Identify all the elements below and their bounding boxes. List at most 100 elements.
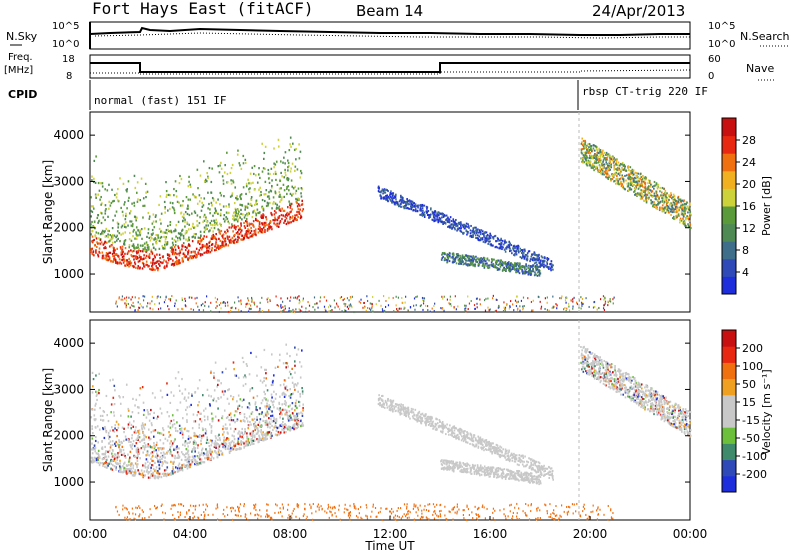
echo-cell [645,199,647,201]
echo-cell [630,176,632,178]
echo-cell [615,163,617,165]
echo-cell [194,252,196,254]
echo-cell [175,244,177,246]
echo-cell [415,296,416,298]
echo-cell [236,241,238,243]
echo-cell [268,413,270,415]
echo-cell [102,465,104,467]
echo-cell [273,374,275,376]
echo-cell [177,467,179,469]
echo-cell [104,466,106,468]
echo-cell [678,213,680,215]
echo-cell [294,186,296,188]
echo-cell [518,301,519,303]
echo-cell [270,418,272,420]
echo-cell [525,265,527,267]
echo-cell [160,452,162,454]
echo-cell [515,300,516,302]
echo-cell [148,212,150,214]
echo-cell [162,245,164,247]
echo-cell [392,195,394,197]
echo-cell [168,194,170,196]
echo-cell [136,192,138,194]
echo-cell [267,301,268,303]
echo-cell [293,386,295,388]
echo-cell [344,298,345,300]
echo-cell [476,261,478,263]
echo-cell [317,307,318,309]
echo-cell [320,296,321,298]
echo-cell [219,231,221,233]
echo-cell [223,183,225,185]
echo-cell [523,297,524,299]
echo-cell [206,221,208,223]
echo-cell [234,302,235,304]
echo-cell [261,143,263,145]
echo-cell [378,300,379,302]
echo-cell [214,212,216,214]
echo-cell [130,264,132,266]
echo-cell [268,177,270,179]
echo-cell [263,380,265,382]
echo-cell [241,229,243,231]
echo-cell [224,240,226,242]
echo-cell [397,310,398,312]
echo-cell [245,383,247,385]
echo-cell [309,305,310,307]
echo-cell [219,171,221,173]
echo-cell [527,252,529,254]
velocity-panel [90,320,692,521]
echo-cell [279,208,281,210]
echo-cell [232,218,234,220]
echo-cell [516,253,518,255]
echo-cell [634,172,636,174]
echo-cell [197,203,199,205]
echo-cell [156,442,158,444]
echo-cell [603,155,605,157]
echo-cell [112,444,114,446]
echo-cell [656,204,658,206]
echo-cell [438,219,440,221]
echo-cell [244,216,246,218]
echo-cell [292,143,294,145]
echo-cell [175,180,177,182]
echo-cell [420,204,422,206]
echo-cell [565,299,566,301]
echo-cell [125,218,127,220]
echo-cell [188,250,190,252]
echo-cell [292,309,293,311]
echo-cell [183,242,185,244]
echo-cell [669,207,671,209]
echo-cell [422,204,424,206]
echo-cell [183,464,185,466]
echo-cell [156,242,158,244]
echo-cell [142,267,144,269]
echo-cell [150,251,152,253]
echo-cell [405,203,407,205]
echo-cell [102,419,104,421]
echo-cell [468,227,470,229]
echo-cell [682,204,684,206]
echo-cell [668,211,670,213]
echo-cell [399,200,401,202]
echo-cell [127,454,129,456]
echo-cell [245,214,247,216]
echo-cell [261,402,263,404]
echo-cell [175,256,177,258]
echo-cell [665,196,667,198]
echo-cell [195,196,197,198]
echo-cell [628,173,630,175]
echo-cell [256,200,258,202]
echo-cell [93,414,95,416]
echo-cell [263,193,265,195]
echo-cell [131,240,133,242]
echo-cell [682,209,684,211]
echo-cell [224,171,226,173]
echo-cell [419,214,421,216]
echo-cell [178,371,180,373]
echo-cell [608,175,610,177]
echo-cell [240,222,242,224]
echo-cell [147,443,149,445]
echo-cell [240,238,242,240]
echo-cell [109,252,111,254]
